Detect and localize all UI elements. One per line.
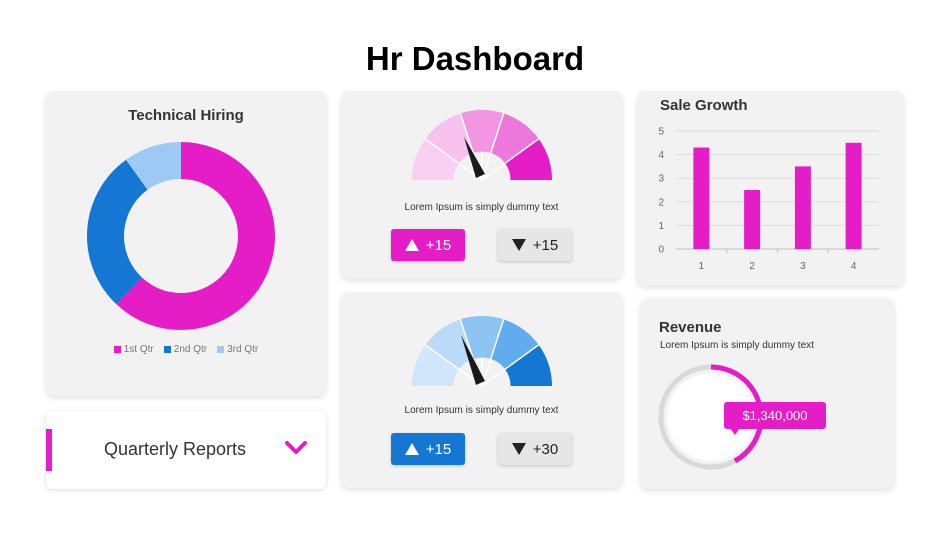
- legend-label: 3rd Qtr: [227, 344, 259, 355]
- gauge-segment: [425, 113, 474, 164]
- y-tick-label: 1: [658, 221, 664, 232]
- revenue-title: Revenue: [659, 319, 722, 336]
- gauge-bottom-down-label: +30: [532, 440, 559, 458]
- gauge-needle: [464, 137, 485, 178]
- gauge-segment: [490, 319, 539, 370]
- gauge-card-bottom: Lorem Ipsum is simply dummy text +15 +30: [341, 292, 622, 488]
- gauge-bottom-up-label: +15: [425, 440, 452, 458]
- gauge-segment: [505, 344, 552, 386]
- y-tick-label: 4: [658, 150, 664, 161]
- chevron-down-icon[interactable]: [284, 439, 308, 457]
- bar-3: [794, 166, 811, 249]
- technical-hiring-donut: [87, 142, 275, 330]
- gauge-segment: [460, 110, 504, 153]
- legend-item-2nd-qtr: 2nd Qtr: [163, 344, 208, 355]
- legend-label: 1st Qtr: [123, 344, 154, 355]
- x-tick-label: 3: [800, 261, 806, 272]
- gauge-segment: [412, 138, 459, 180]
- gauge-top-up-label: +15: [425, 236, 452, 254]
- gauge-segment: [412, 344, 459, 386]
- triangle-up-icon: [404, 443, 419, 455]
- triangle-down-icon: [511, 443, 526, 455]
- sale-growth-chart: 0 1 2 3 4 5 1 2 3 4: [658, 127, 879, 272]
- legend-item-3rd-qtr: 3rd Qtr: [217, 344, 258, 355]
- donut-legend: 1st Qtr 2nd Qtr 3rd Qtr: [46, 344, 326, 355]
- revenue-caption: Lorem Ipsum is simply dummy text: [660, 340, 814, 351]
- gauge-bottom-up-button[interactable]: +15: [391, 433, 465, 465]
- bar-2: [744, 190, 761, 249]
- reports-accent-bar: [46, 429, 52, 471]
- triangle-down-icon: [511, 239, 526, 251]
- donut-slice-3: [87, 142, 275, 330]
- quarterly-reports-label: Quarterly Reports: [104, 439, 247, 459]
- x-tick-label: 2: [749, 261, 755, 272]
- y-tick-label: 0: [658, 245, 664, 256]
- gauge-top-down-label: +15: [532, 236, 559, 254]
- technical-hiring-card: Technical Hiring 1st Qtr 2nd Qtr 3rd Qtr: [46, 91, 326, 396]
- sale-growth-title: Sale Growth: [660, 97, 748, 114]
- gauge-top: [412, 110, 552, 181]
- revenue-value-badge: $1,340,000: [724, 402, 826, 429]
- gauge-top-up-button[interactable]: +15: [391, 229, 465, 261]
- gauge-bottom-caption: Lorem Ipsum is simply dummy text: [404, 405, 559, 416]
- triangle-up-icon: [404, 239, 419, 251]
- gauge-top-caption: Lorem Ipsum is simply dummy text: [404, 202, 559, 213]
- legend-label: 2nd Qtr: [173, 344, 208, 355]
- gauge-top-down-button[interactable]: +15: [498, 229, 572, 261]
- gauge-segment: [490, 113, 539, 164]
- gauge-segment: [505, 138, 552, 180]
- y-tick-label: 5: [658, 127, 664, 138]
- gauge-bottom: [412, 316, 552, 387]
- donut-slice-2: [87, 142, 275, 330]
- revenue-card: Revenue Lorem Ipsum is simply dummy text…: [640, 298, 894, 489]
- gauge-segment: [425, 319, 474, 370]
- sale-growth-card: Sale Growth 0 1 2 3 4 5 1 2 3 4: [637, 91, 904, 286]
- gauge-card-top: Lorem Ipsum is simply dummy text +15 +15: [341, 91, 622, 279]
- revenue-badge-pointer: [730, 428, 740, 435]
- quarterly-reports-dropdown[interactable]: Quarterly Reports: [46, 411, 326, 489]
- bar-4: [845, 142, 862, 249]
- gauge-needle: [461, 335, 485, 385]
- gauge-bottom-down-button[interactable]: +30: [498, 433, 572, 465]
- bar-1: [693, 147, 710, 249]
- legend-item-1st-qtr: 1st Qtr: [113, 344, 154, 355]
- y-tick-label: 2: [658, 197, 664, 208]
- x-tick-label: 4: [851, 261, 857, 272]
- page-title: Hr Dashboard: [365, 40, 585, 77]
- technical-hiring-title: Technical Hiring: [128, 107, 244, 124]
- x-tick-label: 1: [699, 261, 705, 272]
- gauge-segment: [460, 316, 504, 359]
- y-tick-label: 3: [658, 174, 664, 185]
